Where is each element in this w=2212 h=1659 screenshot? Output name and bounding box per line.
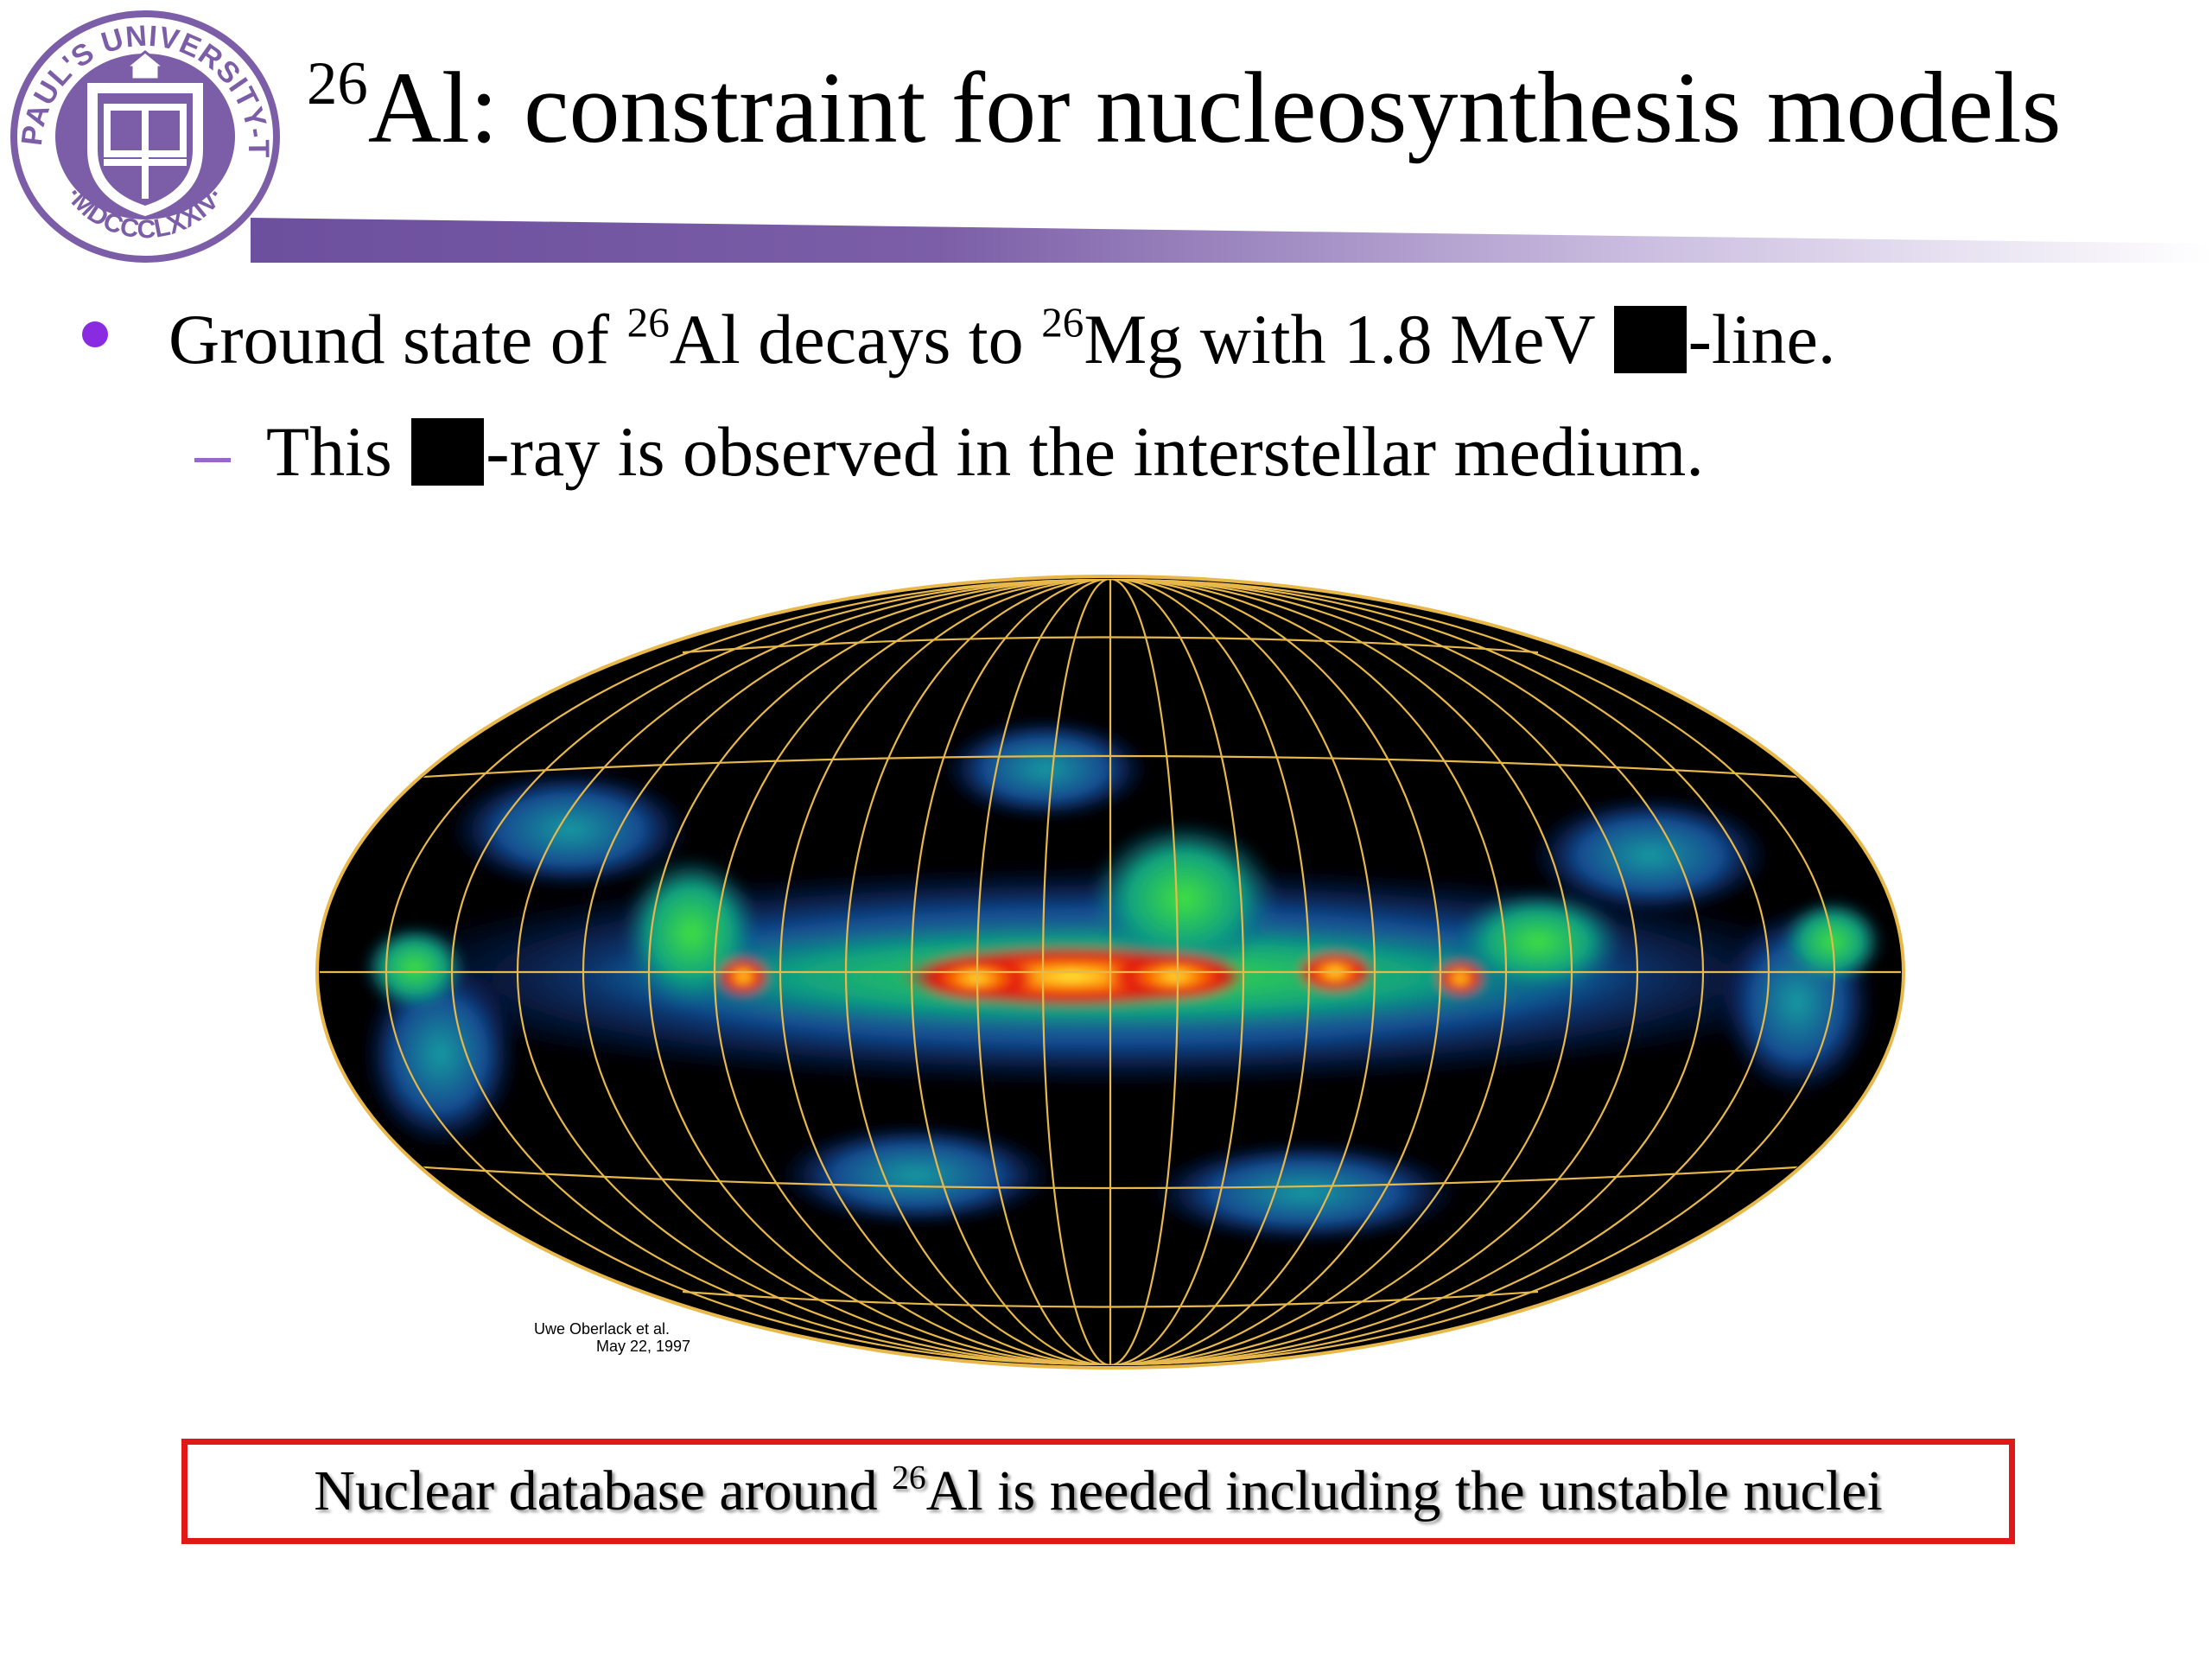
credit-author: Uwe Oberlack et al. [534,1320,671,1338]
sub-bullet-observed: This -ray is observed in the interstella… [266,416,1704,487]
redacted-gamma-symbol [411,418,485,486]
coordinate-grid [320,579,1901,1365]
all-sky-gamma-ray-map [315,575,1905,1370]
bullet-ground-state: Ground state of 26Al decays to 26Mg with… [168,301,1835,375]
title-underline-rule [251,218,2212,263]
university-seal-logo: SAINT PAUL'S UNIVERSITY-TOKYO ·MDCCCLXXI… [7,7,280,263]
bullet-text: Ground state of [168,300,627,378]
conclusion-callout-box: Nuclear database around 26Al is needed i… [181,1439,2015,1544]
bullet-text: -ray is observed in the interstellar med… [486,412,1704,491]
bullet-text: Al decays to [669,300,1042,378]
sub-bullet-dash [194,458,231,462]
callout-text-part: Nuclear database around [314,1459,893,1522]
superscript-26: 26 [1041,298,1084,346]
title-superscript: 26 [307,50,368,118]
superscript-26: 26 [892,1458,926,1497]
bullet-text: Mg with 1.8 MeV [1084,300,1612,378]
superscript-26: 26 [626,298,670,346]
slide-title: 26Al: constraint for nucleosynthesis mod… [307,54,2062,159]
callout-text: Nuclear database around 26Al is needed i… [314,1460,1882,1520]
bullet-text: -line. [1688,300,1836,378]
bullet-text: This [266,412,410,491]
bullet-marker [82,321,108,347]
callout-text-part: Al is needed including the unstable nucl… [925,1459,1883,1522]
figure-credit: Uwe Oberlack et al. May 22, 1997 [534,1320,690,1355]
redacted-gamma-symbol [1613,306,1687,373]
credit-date: May 22, 1997 [596,1338,691,1355]
title-text: Al: constraint for nucleosynthesis model… [367,51,2062,164]
